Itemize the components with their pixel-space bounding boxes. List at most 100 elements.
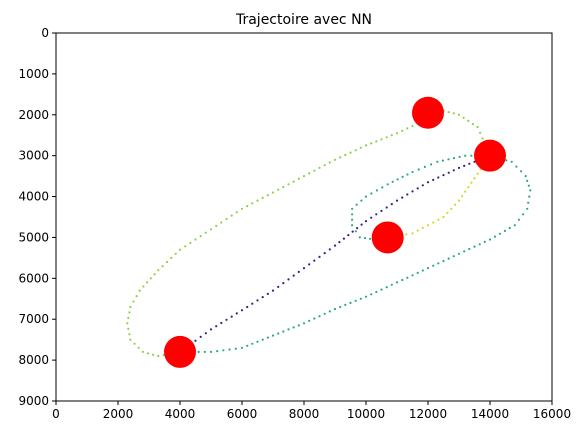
trajectory-point xyxy=(463,164,466,167)
trajectory-point xyxy=(261,296,264,299)
trajectory-point xyxy=(342,237,345,240)
trajectory-point xyxy=(364,295,368,298)
trajectory-point xyxy=(447,158,450,161)
trajectory-point xyxy=(344,153,347,157)
trajectory-point xyxy=(129,338,132,341)
trajectory-point xyxy=(302,175,306,178)
trajectory-point xyxy=(338,241,341,244)
trajectory-point xyxy=(133,342,136,345)
trajectory-point xyxy=(446,211,449,214)
trajectory-point xyxy=(230,214,233,217)
trajectory-point xyxy=(251,342,254,345)
trajectory-point xyxy=(228,348,231,351)
trajectory-point xyxy=(468,162,471,165)
trajectory-point xyxy=(473,177,476,180)
trajectory-point xyxy=(282,330,285,333)
trajectory-point xyxy=(194,339,197,342)
trajectory-point xyxy=(417,168,420,171)
trajectory-point xyxy=(447,257,450,260)
trajectory-point xyxy=(381,186,384,189)
trajectory-point xyxy=(128,311,131,314)
trajectory-point xyxy=(375,213,378,216)
trajectory-point xyxy=(271,289,275,292)
trajectory-point xyxy=(406,173,409,176)
trajectory-point xyxy=(457,113,461,116)
trajectory-point xyxy=(471,122,474,126)
trajectory-point xyxy=(146,281,149,284)
trajectory-point xyxy=(437,218,440,221)
trajectory-point xyxy=(529,189,532,192)
trajectory-point xyxy=(468,247,471,251)
trajectory-point xyxy=(401,175,404,178)
trajectory-point xyxy=(323,252,326,255)
trajectory-point xyxy=(416,271,419,274)
trajectory-point xyxy=(297,177,300,180)
trajectory-point xyxy=(141,350,144,353)
trajectory-point xyxy=(256,340,259,343)
trajectory-point xyxy=(360,199,363,202)
trajectory-point xyxy=(287,328,290,331)
trajectory-point xyxy=(287,183,290,186)
y-tick-label: 6000 xyxy=(18,271,49,285)
plot-area-frame xyxy=(55,32,553,402)
trajectory-point xyxy=(184,245,187,248)
trajectory-point xyxy=(457,252,461,255)
trajectory-point xyxy=(157,354,160,358)
trajectory-point xyxy=(426,181,430,184)
trajectory-point xyxy=(174,252,177,255)
trajectory-point xyxy=(473,245,476,248)
trajectory-point xyxy=(178,248,182,251)
trajectory-point xyxy=(421,226,424,229)
trajectory-point xyxy=(452,112,455,115)
trajectory-point xyxy=(297,324,300,327)
trajectory-point xyxy=(442,174,445,177)
trajectory-point xyxy=(142,285,145,288)
trajectory-point xyxy=(354,299,357,302)
trajectory-point xyxy=(375,140,378,143)
trajectory-point xyxy=(261,196,264,199)
x-tick-label: 16000 xyxy=(533,407,571,421)
trajectory-point xyxy=(215,325,218,328)
trajectory-point xyxy=(356,227,359,230)
trajectory-point xyxy=(447,111,450,114)
trajectory-point xyxy=(359,146,362,149)
trajectory-point xyxy=(256,299,259,302)
target-point xyxy=(164,335,196,368)
trajectory-point xyxy=(199,235,202,238)
trajectory-point xyxy=(479,131,482,134)
trajectory-point xyxy=(297,270,300,273)
trajectory-point xyxy=(395,281,399,284)
trajectory-point xyxy=(351,207,354,210)
trajectory-point xyxy=(380,138,383,141)
trajectory-point xyxy=(132,300,135,303)
trajectory-point xyxy=(152,353,155,356)
trajectory-point xyxy=(220,321,223,325)
trajectory-point xyxy=(503,229,506,232)
trajectory-point xyxy=(277,285,280,288)
trajectory-point xyxy=(318,315,321,318)
trajectory-point xyxy=(308,319,311,322)
trajectory-point xyxy=(426,224,430,227)
trajectory-point xyxy=(351,213,354,216)
x-tick-label: 2000 xyxy=(103,407,134,421)
trajectory-point xyxy=(302,267,306,270)
trajectory-point xyxy=(292,326,295,329)
trajectory-point xyxy=(222,349,225,352)
trajectory-point xyxy=(137,346,140,349)
trajectory-point xyxy=(333,158,337,161)
trajectory-point xyxy=(505,159,508,162)
trajectory-point xyxy=(385,206,388,209)
y-tick-label: 3000 xyxy=(18,149,49,163)
trajectory-point xyxy=(153,273,156,276)
trajectory-point xyxy=(127,327,130,330)
trajectory-point xyxy=(527,184,530,187)
trajectory-point xyxy=(467,119,470,122)
trajectory-point xyxy=(370,293,373,296)
trajectory-point xyxy=(481,137,484,140)
y-tick-label: 7000 xyxy=(18,312,49,326)
trajectory-point xyxy=(203,350,206,353)
trajectory-point xyxy=(135,295,138,298)
trajectory-point xyxy=(380,209,383,212)
trajectory-point xyxy=(282,282,285,285)
trajectory-point xyxy=(261,338,264,341)
